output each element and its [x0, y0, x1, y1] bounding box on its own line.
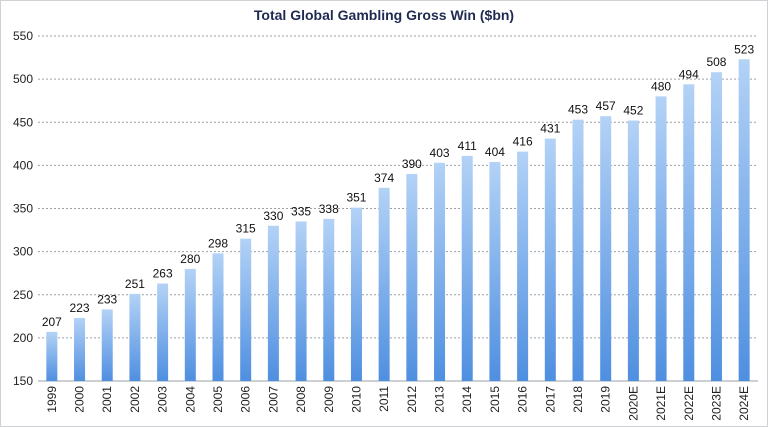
- y-tick-label: 400: [13, 158, 33, 172]
- y-tick-label: 200: [13, 331, 33, 345]
- bar: [101, 309, 113, 381]
- y-tick-label: 450: [13, 115, 33, 129]
- bars: [46, 59, 750, 382]
- bar: [212, 253, 224, 381]
- x-tick-label: 2000: [73, 386, 87, 413]
- y-tick-label: 550: [13, 29, 33, 43]
- bar: [461, 155, 473, 381]
- data-label: 330: [263, 209, 283, 223]
- data-label: 453: [568, 103, 588, 117]
- x-tick-label: 2024E: [737, 386, 751, 421]
- data-label: 233: [97, 292, 117, 306]
- bar: [157, 283, 169, 381]
- data-label: 452: [623, 104, 643, 118]
- chart-title: Total Global Gambling Gross Win ($bn): [253, 7, 515, 23]
- y-tick-label: 500: [13, 72, 33, 86]
- x-tick-label: 2011: [377, 386, 391, 412]
- bar: [406, 174, 418, 381]
- x-tick-label: 2003: [156, 386, 170, 413]
- x-tick-label: 2009: [322, 386, 336, 413]
- x-tick-label: 2022E: [682, 386, 696, 421]
- data-label: 315: [236, 222, 256, 236]
- x-tick-label: 2002: [128, 386, 142, 413]
- bar: [74, 318, 86, 381]
- data-label: 207: [42, 315, 62, 329]
- data-label: 251: [125, 277, 145, 291]
- y-tick-label: 300: [13, 245, 33, 259]
- bar: [738, 59, 750, 381]
- x-tick-label: 2013: [433, 386, 447, 413]
- x-tick-label: 2021E: [654, 386, 668, 421]
- x-tick-label: 2004: [183, 386, 197, 413]
- data-label: 351: [346, 191, 366, 205]
- x-tick-label: 2015: [488, 386, 502, 413]
- bar: [295, 221, 307, 381]
- bar: [240, 238, 252, 381]
- bar: [544, 138, 556, 381]
- x-tick-label: 2008: [294, 386, 308, 413]
- bar: [655, 96, 667, 381]
- y-tick-label: 150: [13, 374, 33, 388]
- x-tick-label: 2007: [266, 386, 280, 413]
- x-tick-label: 2018: [571, 386, 585, 413]
- data-label: 480: [651, 79, 671, 93]
- x-tick-label: 2010: [349, 386, 363, 413]
- x-tick-label: 1999: [45, 386, 59, 413]
- data-label: 411: [458, 139, 477, 153]
- x-tick-label: 2005: [211, 386, 225, 413]
- y-tick-label: 350: [13, 202, 33, 216]
- data-label: 416: [513, 135, 533, 149]
- gridlines: [38, 35, 758, 382]
- x-axis-ticks: 1999 2000 2001 2002 2003 2004 2005 2006 2007 2008…: [45, 386, 751, 421]
- data-label: 223: [70, 301, 90, 315]
- bar: [323, 218, 335, 381]
- bar: [572, 119, 584, 381]
- bar: [184, 268, 196, 381]
- bar: [683, 84, 695, 382]
- y-tick-label: 250: [13, 288, 33, 302]
- data-labels: 207 223 233 251 263 280 298 315 330 335 338 351 374 3…: [42, 42, 755, 329]
- bar: [710, 72, 722, 381]
- data-label: 280: [180, 252, 200, 266]
- data-label: 523: [734, 42, 754, 56]
- bar: [489, 161, 501, 381]
- y-axis-ticks: 150 200 250 300 350 400 450 500 550: [13, 29, 33, 388]
- bar: [600, 116, 612, 382]
- data-label: 335: [291, 204, 311, 218]
- x-tick-label: 2023E: [709, 386, 723, 421]
- x-tick-label: 2001: [100, 386, 114, 413]
- data-label: 338: [319, 202, 339, 216]
- data-label: 390: [402, 157, 422, 171]
- data-label: 263: [153, 267, 173, 281]
- data-label: 431: [540, 122, 560, 136]
- bar: [129, 293, 141, 381]
- bar: [434, 162, 446, 381]
- data-label: 403: [430, 146, 450, 160]
- bar: [627, 120, 639, 382]
- data-label: 508: [706, 55, 726, 69]
- data-label: 494: [679, 67, 699, 81]
- bar: [350, 207, 362, 381]
- x-tick-label: 2016: [516, 386, 530, 413]
- x-tick-label: 2019: [599, 386, 613, 413]
- data-label: 298: [208, 236, 228, 250]
- bar: [378, 187, 390, 381]
- data-label: 404: [485, 145, 505, 159]
- x-tick-label: 2017: [543, 386, 557, 413]
- x-tick-label: 2006: [239, 386, 253, 413]
- x-tick-label: 2020E: [626, 386, 640, 421]
- x-tick-label: 2012: [405, 386, 419, 413]
- bar: [517, 151, 529, 381]
- data-label: 457: [596, 99, 616, 113]
- data-label: 374: [374, 171, 394, 185]
- x-tick-label: 2014: [460, 386, 474, 413]
- bar: [46, 331, 58, 381]
- bar: [267, 225, 279, 381]
